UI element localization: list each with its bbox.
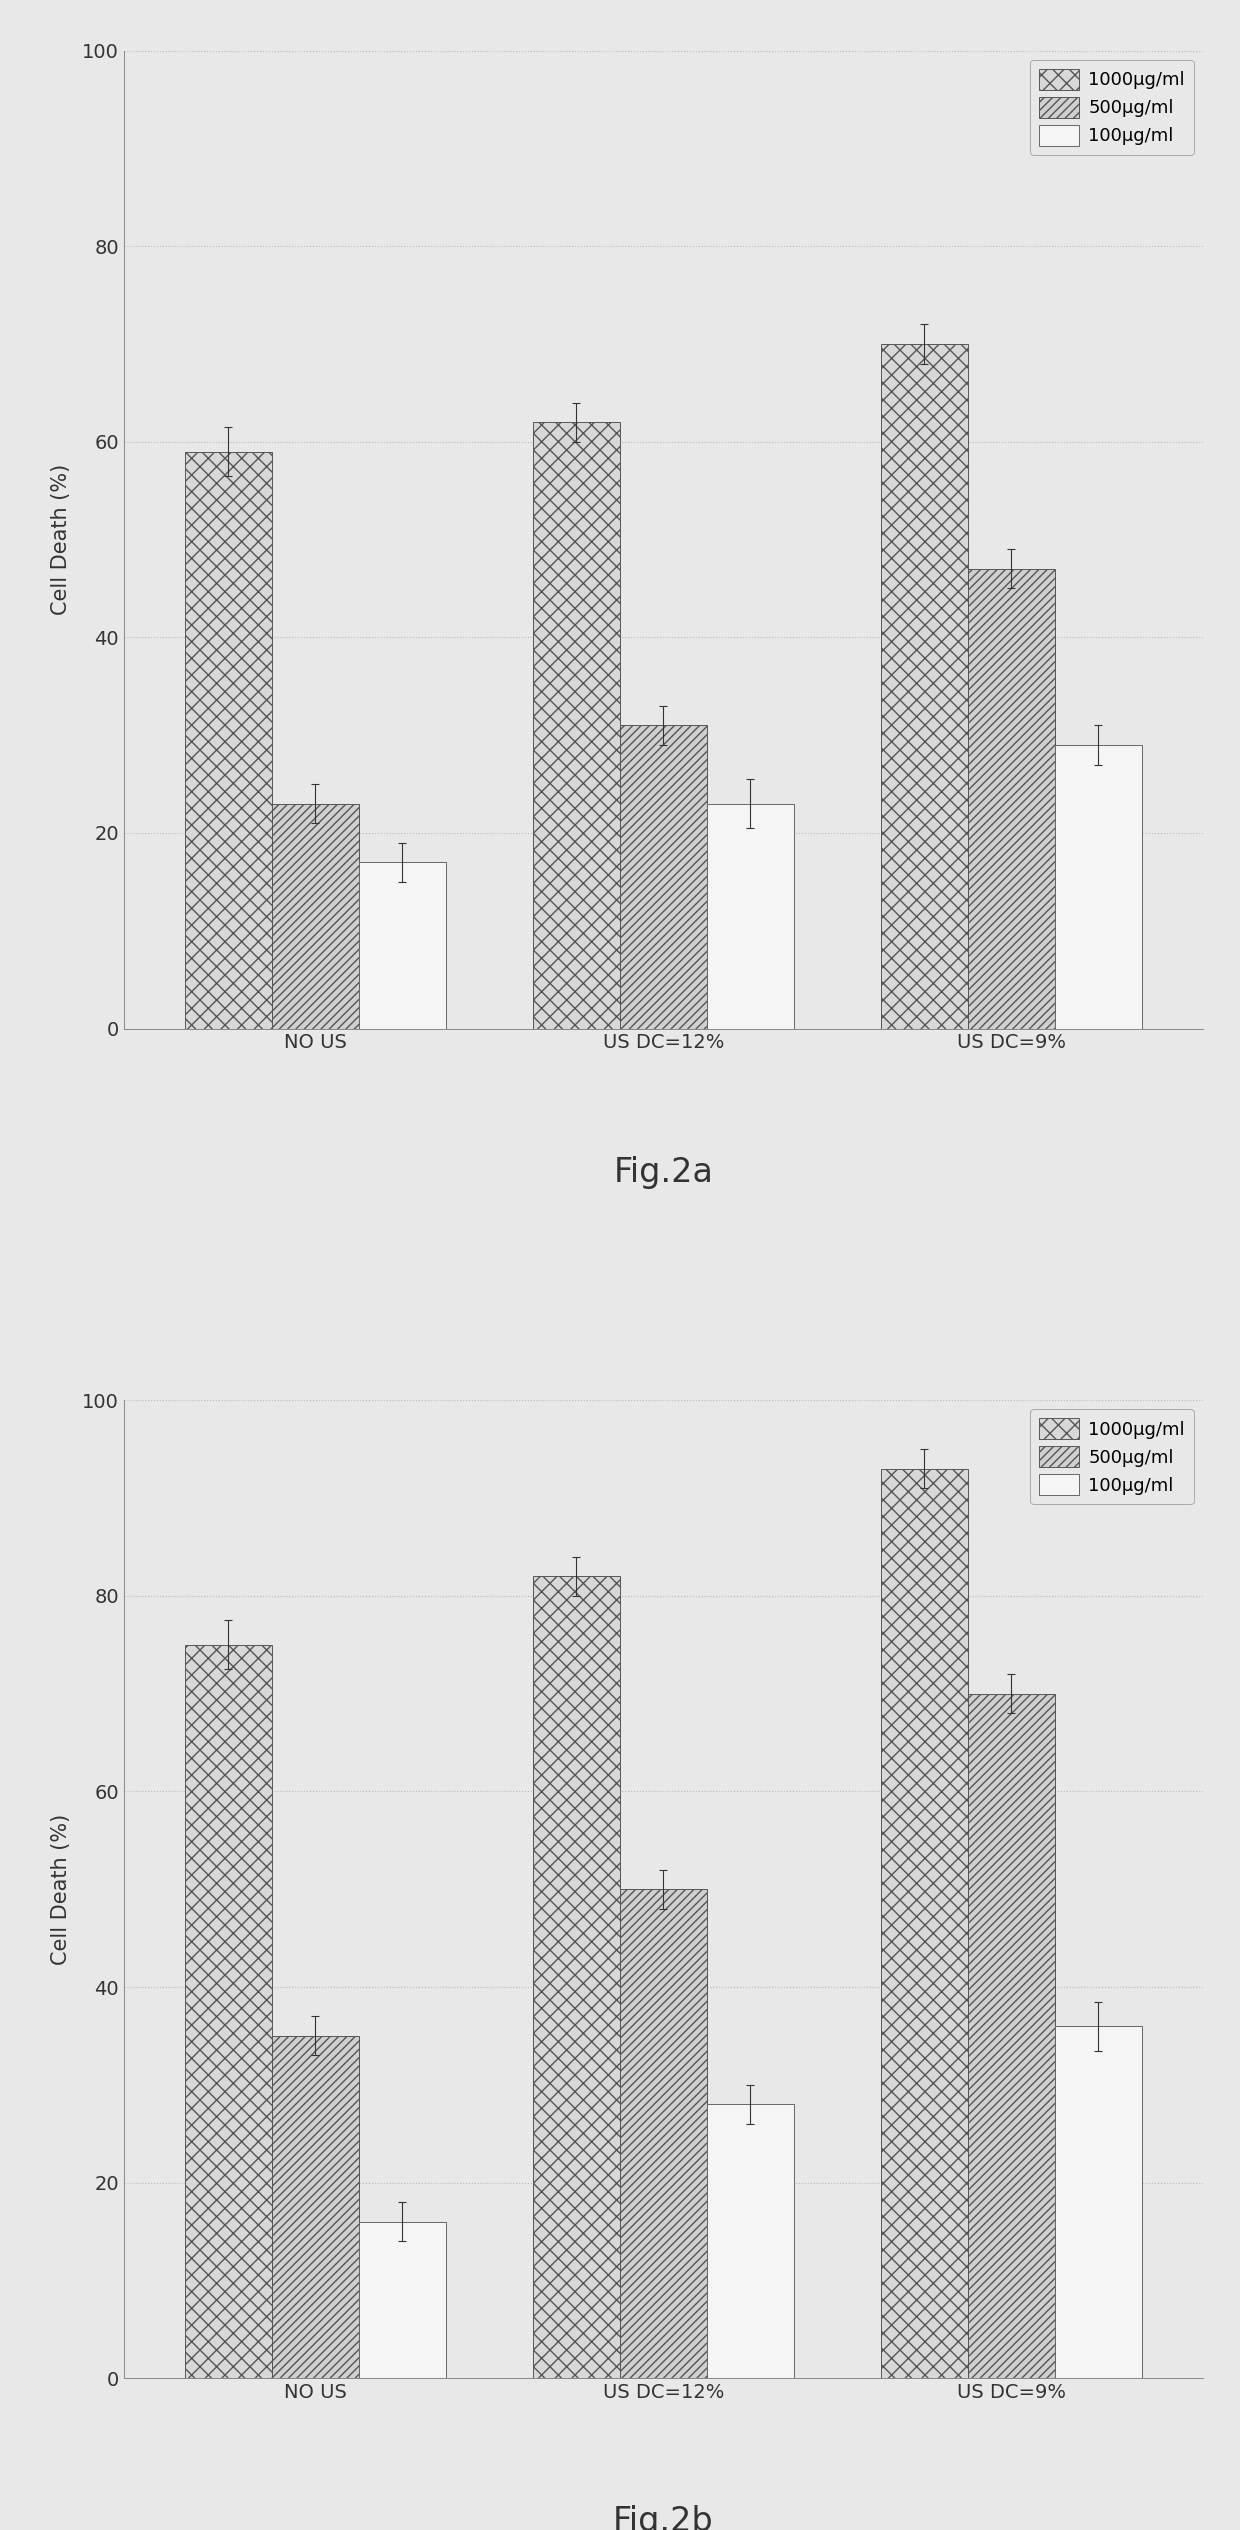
Bar: [185, 450, 272, 1030]
Bar: [880, 344, 968, 1030]
Bar: [620, 726, 707, 1030]
Bar: [1055, 2027, 1142, 2378]
Bar: [272, 805, 358, 1030]
Bar: [272, 2037, 358, 2378]
Bar: [968, 1693, 1055, 2378]
Bar: [358, 2221, 446, 2378]
Bar: [1055, 744, 1142, 1030]
Text: Fig.2b: Fig.2b: [613, 2505, 714, 2530]
Bar: [880, 1470, 968, 2378]
Bar: [707, 805, 794, 1030]
Y-axis label: Cell Death (%): Cell Death (%): [51, 463, 71, 615]
Legend: 1000μg/ml, 500μg/ml, 100μg/ml: 1000μg/ml, 500μg/ml, 100μg/ml: [1030, 61, 1194, 154]
Bar: [358, 863, 446, 1030]
Legend: 1000μg/ml, 500μg/ml, 100μg/ml: 1000μg/ml, 500μg/ml, 100μg/ml: [1030, 1409, 1194, 1505]
Bar: [968, 569, 1055, 1030]
Bar: [533, 1576, 620, 2378]
Bar: [707, 2105, 794, 2378]
Bar: [185, 1644, 272, 2378]
Bar: [620, 1890, 707, 2378]
Bar: [533, 423, 620, 1030]
Y-axis label: Cell Death (%): Cell Death (%): [51, 1814, 71, 1966]
Text: Fig.2a: Fig.2a: [614, 1156, 713, 1189]
